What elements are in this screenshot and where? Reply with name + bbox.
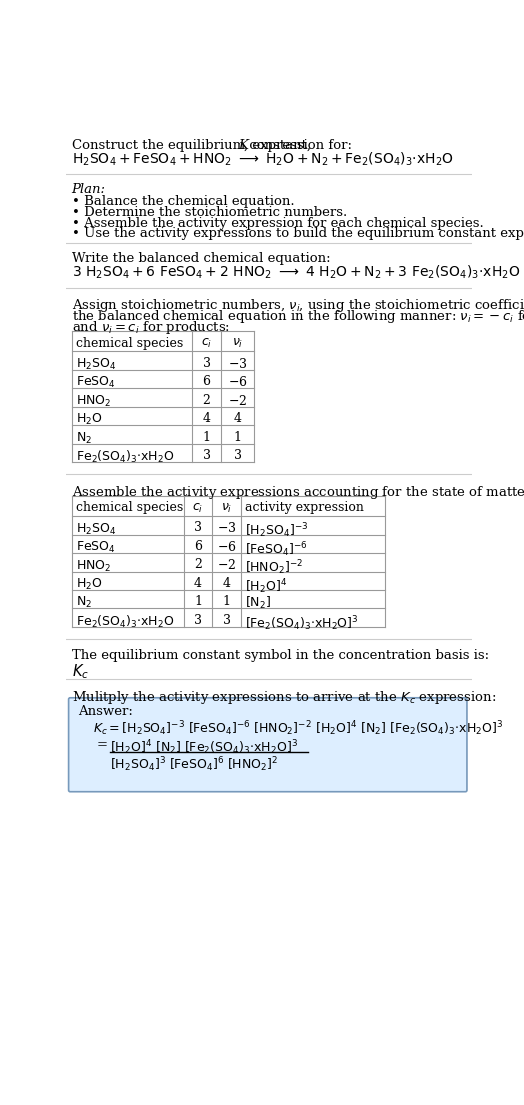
Text: $\mathrm{HNO_2}$: $\mathrm{HNO_2}$ — [75, 393, 111, 409]
Text: $\mathrm{[FeSO_4]^{-6}}$: $\mathrm{[FeSO_4]^{-6}}$ — [245, 540, 308, 559]
Text: 4: 4 — [223, 577, 231, 590]
Text: • Assemble the activity expression for each chemical species.: • Assemble the activity expression for e… — [72, 217, 484, 230]
Text: Mulitply the activity expressions to arrive at the $K_c$ expression:: Mulitply the activity expressions to arr… — [72, 688, 496, 705]
Text: 4: 4 — [194, 577, 202, 590]
Text: $\nu_i$: $\nu_i$ — [221, 502, 232, 515]
Text: Construct the equilibrium constant,: Construct the equilibrium constant, — [72, 139, 315, 151]
Text: $\mathrm{H_2SO_4 + FeSO_4 + HNO_2}$$\mathrm{\ \longrightarrow \ H_2O + N_2 + Fe_: $\mathrm{H_2SO_4 + FeSO_4 + HNO_2}$$\mat… — [72, 151, 453, 168]
Text: • Balance the chemical equation.: • Balance the chemical equation. — [72, 194, 294, 208]
Text: 3: 3 — [234, 449, 242, 462]
Text: Answer:: Answer: — [78, 705, 133, 718]
Text: 1: 1 — [203, 431, 211, 443]
Text: $-$6: $-$6 — [217, 540, 236, 554]
Text: chemical species: chemical species — [75, 502, 183, 515]
Text: $\mathrm{H_2SO_4}$: $\mathrm{H_2SO_4}$ — [75, 357, 116, 371]
Text: • Use the activity expressions to build the equilibrium constant expression.: • Use the activity expressions to build … — [72, 228, 524, 240]
Text: $\mathrm{[HNO_2]^{-2}}$: $\mathrm{[HNO_2]^{-2}}$ — [245, 558, 303, 577]
Text: 2: 2 — [203, 393, 211, 407]
Text: $\mathrm{FeSO_4}$: $\mathrm{FeSO_4}$ — [75, 540, 115, 555]
Text: • Determine the stoichiometric numbers.: • Determine the stoichiometric numbers. — [72, 206, 347, 219]
Text: $\mathrm{N_2}$: $\mathrm{N_2}$ — [75, 431, 92, 445]
Text: the balanced chemical equation in the following manner: $\nu_i = -c_i$ for react: the balanced chemical equation in the fo… — [72, 308, 524, 325]
Text: 4: 4 — [234, 412, 242, 425]
Text: $\mathrm{[H_2O]^4\ [N_2]\ [Fe_2(SO_4)_3{\cdot}xH_2O]^3}$: $\mathrm{[H_2O]^4\ [N_2]\ [Fe_2(SO_4)_3{… — [111, 738, 299, 757]
Text: Plan:: Plan: — [72, 183, 106, 197]
Text: 1: 1 — [234, 431, 242, 443]
Text: 6: 6 — [203, 376, 211, 388]
Text: 3: 3 — [194, 614, 202, 627]
Text: $-$3: $-$3 — [217, 522, 236, 536]
Text: $\mathrm{Fe_2(SO_4)_3{\cdot}xH_2O}$: $\mathrm{Fe_2(SO_4)_3{\cdot}xH_2O}$ — [75, 449, 174, 465]
Text: 6: 6 — [194, 540, 202, 552]
Text: 3: 3 — [194, 522, 202, 535]
Text: , expression for:: , expression for: — [244, 139, 352, 151]
Text: The equilibrium constant symbol in the concentration basis is:: The equilibrium constant symbol in the c… — [72, 649, 489, 662]
Text: $K_c = \mathrm{[H_2SO_4]^{-3}\ [FeSO_4]^{-6}\ [HNO_2]^{-2}\ [H_2O]^{4}\ [N_2]\ [: $K_c = \mathrm{[H_2SO_4]^{-3}\ [FeSO_4]^… — [93, 719, 504, 738]
Text: $-$2: $-$2 — [228, 393, 247, 408]
Text: $\mathrm{Fe_2(SO_4)_3{\cdot}xH_2O}$: $\mathrm{Fe_2(SO_4)_3{\cdot}xH_2O}$ — [75, 614, 174, 630]
Text: $\mathrm{3\ H_2SO_4 + 6\ FeSO_4 + 2\ HNO_2}$$\mathrm{\ \longrightarrow \ 4\ H_2O: $\mathrm{3\ H_2SO_4 + 6\ FeSO_4 + 2\ HNO… — [72, 263, 520, 281]
Text: chemical species: chemical species — [75, 337, 183, 349]
Text: $\mathrm{N_2}$: $\mathrm{N_2}$ — [75, 596, 92, 610]
Text: =: = — [96, 738, 107, 750]
Text: 3: 3 — [223, 614, 231, 627]
Text: $\mathrm{H_2O}$: $\mathrm{H_2O}$ — [75, 412, 102, 428]
Text: Assign stoichiometric numbers, $\nu_i$, using the stoichiometric coefficients, $: Assign stoichiometric numbers, $\nu_i$, … — [72, 297, 524, 315]
Text: K: K — [238, 139, 248, 151]
Text: $\nu_i$: $\nu_i$ — [232, 337, 243, 350]
Text: $K_c$: $K_c$ — [72, 662, 89, 681]
FancyBboxPatch shape — [69, 697, 467, 791]
Text: 3: 3 — [203, 449, 211, 462]
Text: $\mathrm{HNO_2}$: $\mathrm{HNO_2}$ — [75, 558, 111, 573]
Text: $\mathrm{H_2O}$: $\mathrm{H_2O}$ — [75, 577, 102, 592]
Text: $-$6: $-$6 — [228, 376, 247, 389]
Text: $-$3: $-$3 — [228, 357, 247, 370]
Text: $\mathrm{[N_2]}$: $\mathrm{[N_2]}$ — [245, 596, 271, 611]
Text: $\mathrm{[H_2O]^4}$: $\mathrm{[H_2O]^4}$ — [245, 577, 288, 596]
Text: $\mathrm{[Fe_2(SO_4)_3{\cdot}xH_2O]^3}$: $\mathrm{[Fe_2(SO_4)_3{\cdot}xH_2O]^3}$ — [245, 614, 359, 632]
Text: activity expression: activity expression — [245, 502, 364, 515]
Text: $\mathrm{H_2SO_4}$: $\mathrm{H_2SO_4}$ — [75, 522, 116, 537]
Text: $\mathrm{[H_2SO_4]^{-3}}$: $\mathrm{[H_2SO_4]^{-3}}$ — [245, 522, 309, 540]
Text: 1: 1 — [194, 596, 202, 609]
Text: $\mathrm{FeSO_4}$: $\mathrm{FeSO_4}$ — [75, 376, 115, 390]
Text: Assemble the activity expressions accounting for the state of matter and $\nu_i$: Assemble the activity expressions accoun… — [72, 484, 524, 501]
Text: Write the balanced chemical equation:: Write the balanced chemical equation: — [72, 252, 330, 265]
Text: $\mathrm{[H_2SO_4]^3\ [FeSO_4]^6\ [HNO_2]^2}$: $\mathrm{[H_2SO_4]^3\ [FeSO_4]^6\ [HNO_2… — [111, 756, 279, 775]
Text: $c_i$: $c_i$ — [201, 337, 212, 350]
Text: 1: 1 — [223, 596, 231, 609]
Text: 4: 4 — [203, 412, 211, 425]
Text: 2: 2 — [194, 558, 202, 571]
Text: 3: 3 — [203, 357, 211, 370]
Text: and $\nu_i = c_i$ for products:: and $\nu_i = c_i$ for products: — [72, 319, 230, 336]
Text: $-$2: $-$2 — [217, 558, 236, 572]
Text: $c_i$: $c_i$ — [192, 502, 204, 515]
